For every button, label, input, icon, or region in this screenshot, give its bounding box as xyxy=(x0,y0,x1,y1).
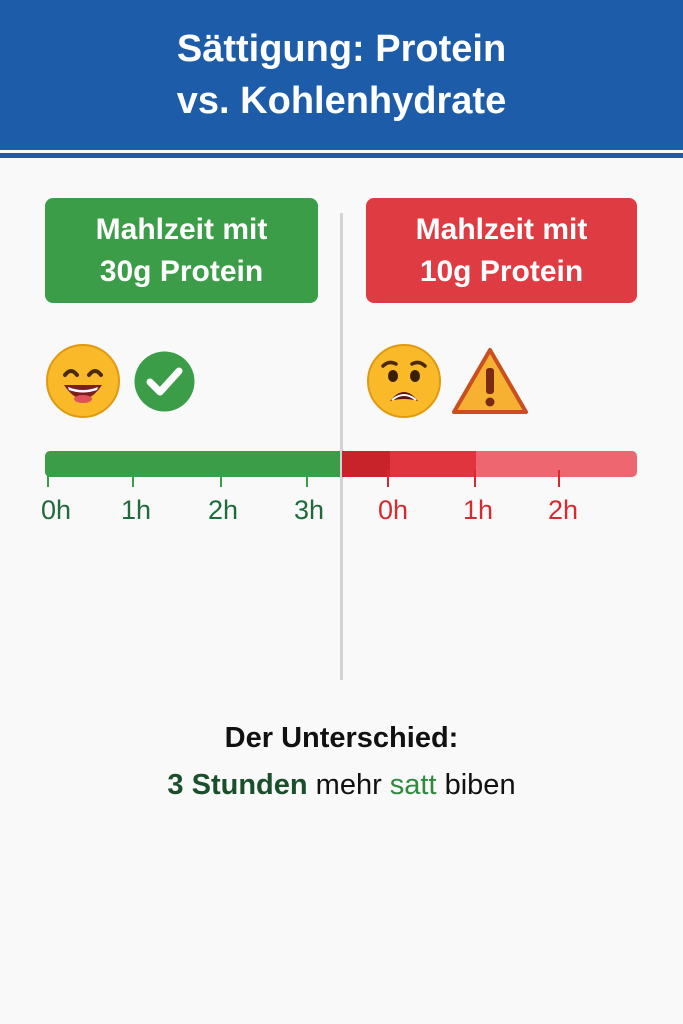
worried-face-icon xyxy=(367,344,441,418)
tick-right-2h xyxy=(558,470,560,487)
page-title-line2: vs. Kohlenhydrate xyxy=(176,80,507,122)
tick-label-left-0h: 0h xyxy=(40,495,72,525)
tick-left-2h xyxy=(220,470,222,487)
tick-label-left-2h: 2h xyxy=(207,495,239,525)
label-10g-line2: 10g Protein xyxy=(419,254,584,288)
tick-right-0h xyxy=(387,470,389,487)
tick-label-right-1h: 1h xyxy=(462,495,494,525)
tick-left-0h xyxy=(47,470,49,487)
summary-title: Der Unterschied: xyxy=(224,722,459,754)
center-divider xyxy=(340,213,343,680)
warning-icon xyxy=(452,348,528,414)
label-10g-line1: Mahlzeit mit xyxy=(415,212,588,246)
satiety-bar-10g-segment-2 xyxy=(390,451,476,477)
tick-label-right-0h: 0h xyxy=(377,495,409,525)
happy-face-icon xyxy=(46,344,120,418)
tick-label-left-3h: 3h xyxy=(293,495,325,525)
satiety-bar-10g-segment-3 xyxy=(476,451,637,477)
tick-right-1h xyxy=(474,470,476,487)
satiety-bar-30g xyxy=(45,451,340,477)
satiety-bar-10g-segment-1 xyxy=(342,451,390,477)
tick-label-left-1h: 1h xyxy=(120,495,152,525)
summary-satt: satt xyxy=(389,769,437,801)
tick-left-1h xyxy=(132,470,134,487)
tick-label-right-2h: 2h xyxy=(547,495,579,525)
label-30g-line2: 30g Protein xyxy=(99,254,264,288)
label-30g-line1: Mahlzeit mit xyxy=(95,212,268,246)
summary-mid: mehr xyxy=(315,769,382,801)
header-underline xyxy=(0,153,683,158)
summary-tail: biben xyxy=(444,769,516,801)
tick-left-3h xyxy=(306,470,308,487)
summary-hours: 3 Stunden xyxy=(167,769,308,801)
page-title-line1: Sättigung: Protein xyxy=(176,28,507,70)
label-box-10g: Mahlzeit mit 10g Protein xyxy=(366,198,637,303)
label-box-30g: Mahlzeit mit 30g Protein xyxy=(45,198,318,303)
checkmark-icon xyxy=(134,351,195,412)
summary-subtitle: 3 Stunden mehr satt biben xyxy=(0,769,683,802)
header-banner: Sättigung: Protein vs. Kohlenhydrate xyxy=(0,0,683,150)
